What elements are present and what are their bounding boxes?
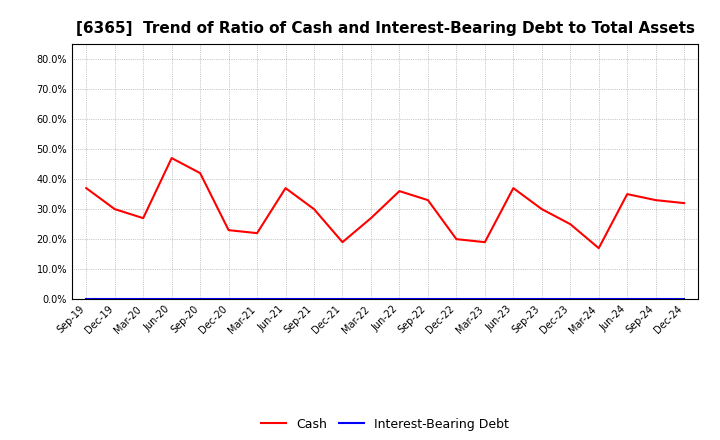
Cash [139,216,148,221]
Cash [282,186,290,191]
Interest-Bearing Debt [452,297,461,302]
Interest-Bearing Debt [680,297,688,302]
Cash [338,239,347,245]
Cash [366,216,375,221]
Cash [253,231,261,236]
Interest-Bearing Debt [537,297,546,302]
Interest-Bearing Debt [282,297,290,302]
Interest-Bearing Debt [167,297,176,302]
Interest-Bearing Debt [623,297,631,302]
Cash [110,206,119,212]
Cash [225,227,233,233]
Cash [652,198,660,203]
Interest-Bearing Debt [253,297,261,302]
Interest-Bearing Debt [423,297,432,302]
Interest-Bearing Debt [338,297,347,302]
Cash [167,155,176,161]
Interest-Bearing Debt [139,297,148,302]
Title: [6365]  Trend of Ratio of Cash and Interest-Bearing Debt to Total Assets: [6365] Trend of Ratio of Cash and Intere… [76,21,695,36]
Legend: Cash, Interest-Bearing Debt: Cash, Interest-Bearing Debt [256,413,514,436]
Cash [566,221,575,227]
Cash [623,191,631,197]
Interest-Bearing Debt [366,297,375,302]
Cash [595,246,603,251]
Cash [395,188,404,194]
Interest-Bearing Debt [652,297,660,302]
Cash [509,186,518,191]
Interest-Bearing Debt [196,297,204,302]
Cash [423,198,432,203]
Cash [196,170,204,176]
Cash [537,206,546,212]
Interest-Bearing Debt [82,297,91,302]
Interest-Bearing Debt [225,297,233,302]
Cash [310,206,318,212]
Interest-Bearing Debt [480,297,489,302]
Cash [480,239,489,245]
Interest-Bearing Debt [110,297,119,302]
Interest-Bearing Debt [566,297,575,302]
Interest-Bearing Debt [509,297,518,302]
Cash [452,237,461,242]
Cash [82,186,91,191]
Cash [680,201,688,206]
Interest-Bearing Debt [595,297,603,302]
Line: Cash: Cash [86,158,684,248]
Interest-Bearing Debt [395,297,404,302]
Interest-Bearing Debt [310,297,318,302]
